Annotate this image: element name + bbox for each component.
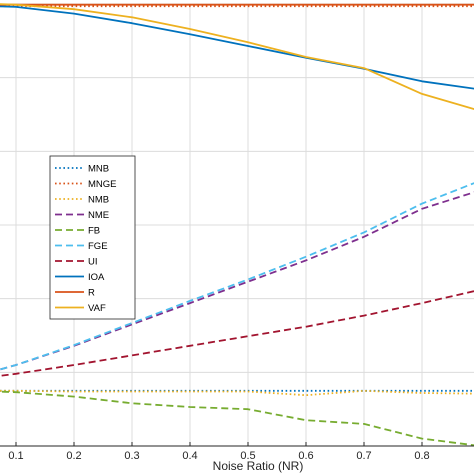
legend-label-vaf: VAF: [88, 303, 106, 314]
series-line-nmb: [0, 389, 474, 397]
x-tick-label: 0.2: [66, 450, 81, 462]
legend-label-mnb: MNB: [88, 164, 109, 175]
x-tick-labels: 0.1 0.2 0.3 0.4 0.5 0.6 0.7 0.8: [8, 450, 429, 462]
x-tick-label: 0.7: [356, 450, 371, 462]
x-tick-label: 0.8: [414, 450, 429, 462]
legend-label-nmb: NMB: [88, 195, 109, 206]
series-lines: [0, 3, 474, 447]
series-line-ioa: [0, 5, 474, 90]
x-tick-label: 0.6: [298, 450, 313, 462]
legend-label-fge: FGE: [88, 241, 108, 252]
legend-label-fb: FB: [88, 226, 100, 237]
series-line-fge: [0, 182, 474, 371]
legend-label-mnge: MNGE: [88, 179, 117, 190]
x-tick-label: 0.3: [124, 450, 139, 462]
x-tick-marks: [15, 442, 423, 446]
x-axis-label: Noise Ratio (NR): [213, 459, 304, 473]
x-tick-label: 0.4: [182, 450, 197, 462]
legend-label-ui: UI: [88, 257, 98, 268]
legend-label-nme: NME: [88, 210, 109, 221]
x-tick-label: 0.1: [8, 450, 23, 462]
legend-label-r: R: [88, 288, 95, 299]
legend: MNB MNGE NMB NME FB FGE UI IOA R VAF: [49, 155, 136, 320]
series-line-ui: [0, 290, 474, 377]
legend-label-ioa: IOA: [88, 272, 105, 283]
series-line-vaf: [0, 3, 474, 110]
x-tick-label: 0.5: [240, 450, 255, 462]
